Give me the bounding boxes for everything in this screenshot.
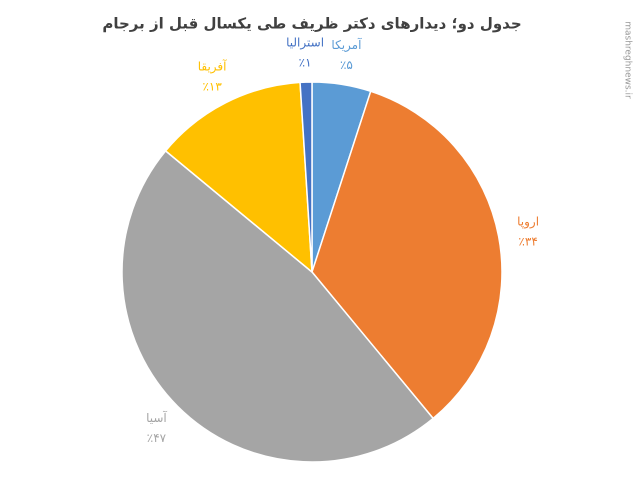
pie-slice [121, 149, 435, 463]
watermark: mashreghnews.ir [623, 21, 633, 99]
value-label: ٪۱۳ [202, 79, 222, 93]
slice-label: آمریکا [331, 37, 362, 53]
slice-label: آسیا [146, 410, 167, 425]
pie-slice [164, 81, 313, 274]
value-label: ٪۵ [340, 58, 353, 72]
slice-label: اروپا [517, 214, 539, 229]
chart-title: جدول دو؛ دیدارهای دکتر ظریف طی یکسال قبل… [102, 15, 521, 33]
value-label: ٪۳۴ [518, 234, 537, 248]
slice-label: استرالیا [286, 36, 324, 51]
value-label: ٪۱ [299, 56, 312, 70]
pie-slice [311, 90, 503, 420]
slice-label: آفریقا [198, 58, 227, 74]
value-label: ٪۴۷ [147, 431, 167, 445]
pie-slice [299, 81, 313, 273]
